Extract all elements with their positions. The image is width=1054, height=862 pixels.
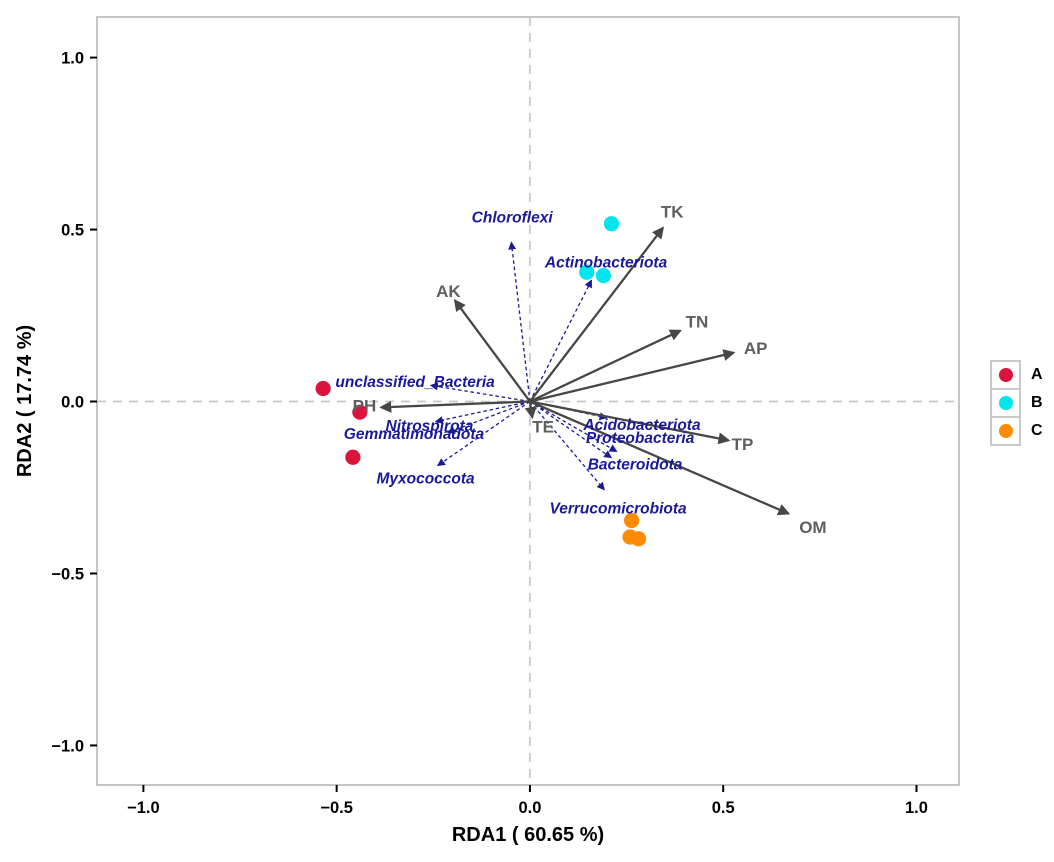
x-tick-label: 0.5 xyxy=(712,799,735,817)
taxa-arrow-Chloroflexi xyxy=(508,241,531,402)
taxa-label-Gemmatimonadota: Gemmatimonadota xyxy=(344,426,485,443)
taxa-arrow-Gemmatimonadota xyxy=(446,400,531,434)
legend-dot-a xyxy=(998,368,1013,382)
legend-dot-c xyxy=(998,424,1013,438)
y-tick-label: −1.0 xyxy=(51,737,84,755)
taxa-label-Bacteroidota: Bacteroidota xyxy=(588,456,683,473)
y-tick-label: −0.5 xyxy=(51,565,84,583)
env-arrow-TP xyxy=(529,400,731,445)
x-tick-label: 0.0 xyxy=(518,799,541,817)
point-A-1 xyxy=(352,404,368,420)
legend-item-a: A xyxy=(990,360,1043,390)
env-label-AP: AP xyxy=(744,339,768,358)
y-tick-label: 1.0 xyxy=(61,50,84,68)
taxa-label-Nitrospirota: Nitrospirota xyxy=(386,418,474,435)
point-B-0 xyxy=(603,216,620,232)
y-tick-label: 0.0 xyxy=(61,394,84,412)
env-arrow-TN xyxy=(529,329,682,403)
taxa-label-Actinobacteriota: Actinobacteriota xyxy=(544,254,668,271)
point-C-2 xyxy=(630,531,647,547)
legend-item-b: B xyxy=(990,388,1043,418)
x-tick-label: −1.0 xyxy=(127,799,160,817)
point-B-2 xyxy=(595,268,611,284)
env-arrow-PH xyxy=(379,400,530,413)
env-label-AK: AK xyxy=(436,282,461,301)
env-label-OM: OM xyxy=(799,518,826,537)
x-axis-title: RDA1 ( 60.65 %) xyxy=(452,824,604,846)
taxa-arrow-Verrucomicrobiota xyxy=(529,401,605,491)
taxa-label-Proteobacteria: Proteobacteria xyxy=(586,430,695,447)
x-tick-label: 1.0 xyxy=(905,799,928,817)
legend-label-c: C xyxy=(1031,422,1043,439)
taxa-arrow-Nitrospirota xyxy=(434,400,531,424)
point-A-0 xyxy=(315,380,331,397)
taxa-arrow-Actinobacteriota xyxy=(529,279,592,402)
y-axis-title: RDA2 ( 17.74 %) xyxy=(14,325,36,477)
env-arrow-OM xyxy=(529,400,791,516)
point-A-2 xyxy=(345,449,361,465)
point-B-1 xyxy=(579,264,595,280)
env-label-PH: PH xyxy=(353,397,377,416)
legend-swatch-box-a xyxy=(990,360,1021,390)
legend-dot-b xyxy=(998,396,1013,410)
env-label-TK: TK xyxy=(661,202,684,221)
point-C-0 xyxy=(623,512,640,529)
taxa-arrow-Proteobacteria xyxy=(529,400,618,452)
taxa-label-Acidobacteriota: Acidobacteriota xyxy=(582,417,701,434)
taxa-label-unclassified_Bacteria: unclassified_Bacteria xyxy=(335,374,495,391)
legend-label-a: A xyxy=(1031,366,1043,383)
taxa-label-Myxococcota: Myxococcota xyxy=(376,470,475,487)
env-arrow-AK xyxy=(453,298,531,403)
x-tick-label: −0.5 xyxy=(320,799,353,817)
env-arrow-AP xyxy=(529,349,736,403)
env-label-TN: TN xyxy=(686,313,709,332)
taxa-label-Chloroflexi: Chloroflexi xyxy=(472,209,554,226)
legend-swatch-box-c xyxy=(990,416,1021,446)
legend: A B C xyxy=(990,360,1043,446)
taxa-arrow-Bacteroidota xyxy=(529,400,613,459)
env-arrow-TE xyxy=(524,401,537,420)
y-tick-label: 0.5 xyxy=(61,222,84,240)
env-label-TP: TP xyxy=(732,435,754,454)
legend-item-c: C xyxy=(990,416,1043,446)
taxa-arrow-unclassified_Bacteria xyxy=(429,382,531,403)
legend-swatch-box-b xyxy=(990,388,1021,418)
legend-label-b: B xyxy=(1031,394,1043,411)
taxa-label-Verrucomicrobiota: Verrucomicrobiota xyxy=(549,500,687,517)
env-arrow-TK xyxy=(529,226,664,403)
env-label-TE: TE xyxy=(532,418,554,437)
